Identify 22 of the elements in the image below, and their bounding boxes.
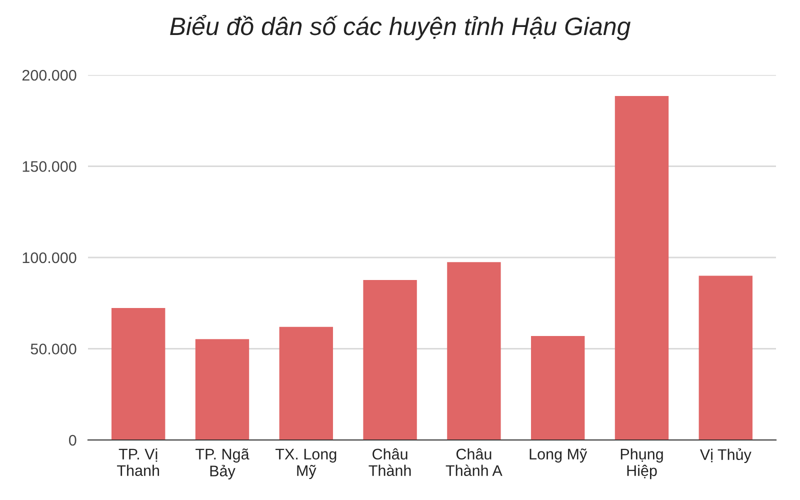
x-tick-label: TX. Long Mỹ (275, 448, 336, 480)
x-tick-label: Vị Thủy (700, 448, 752, 464)
y-tick-label: 150.000 (22, 161, 76, 172)
bar (447, 262, 501, 440)
x-tick-label: Long Mỹ (530, 448, 588, 463)
x-tick-label: TP. Vị Thanh (117, 448, 160, 476)
bar (698, 276, 753, 440)
bar (111, 308, 166, 440)
x-tick-label: Châu Thành (368, 448, 411, 476)
bar (195, 339, 250, 440)
y-tick-label: 100.000 (22, 252, 76, 264)
bar (279, 326, 333, 440)
x-tick-label: Châu Thành A (446, 448, 502, 476)
y-tick-label: 50.000 (30, 344, 76, 354)
bar (363, 280, 417, 440)
chart-title: Biểu đồ dân số các huyện tỉnh Hậu Giang (170, 14, 631, 40)
x-tick-label: TP. Ngã Bảy (196, 448, 250, 480)
y-tick-label: 200.000 (22, 70, 76, 81)
x-tick-label: Phụng Hiệp (620, 448, 663, 480)
y-tick-label: 0 (68, 434, 76, 446)
bar (531, 336, 585, 440)
bar (614, 96, 669, 440)
